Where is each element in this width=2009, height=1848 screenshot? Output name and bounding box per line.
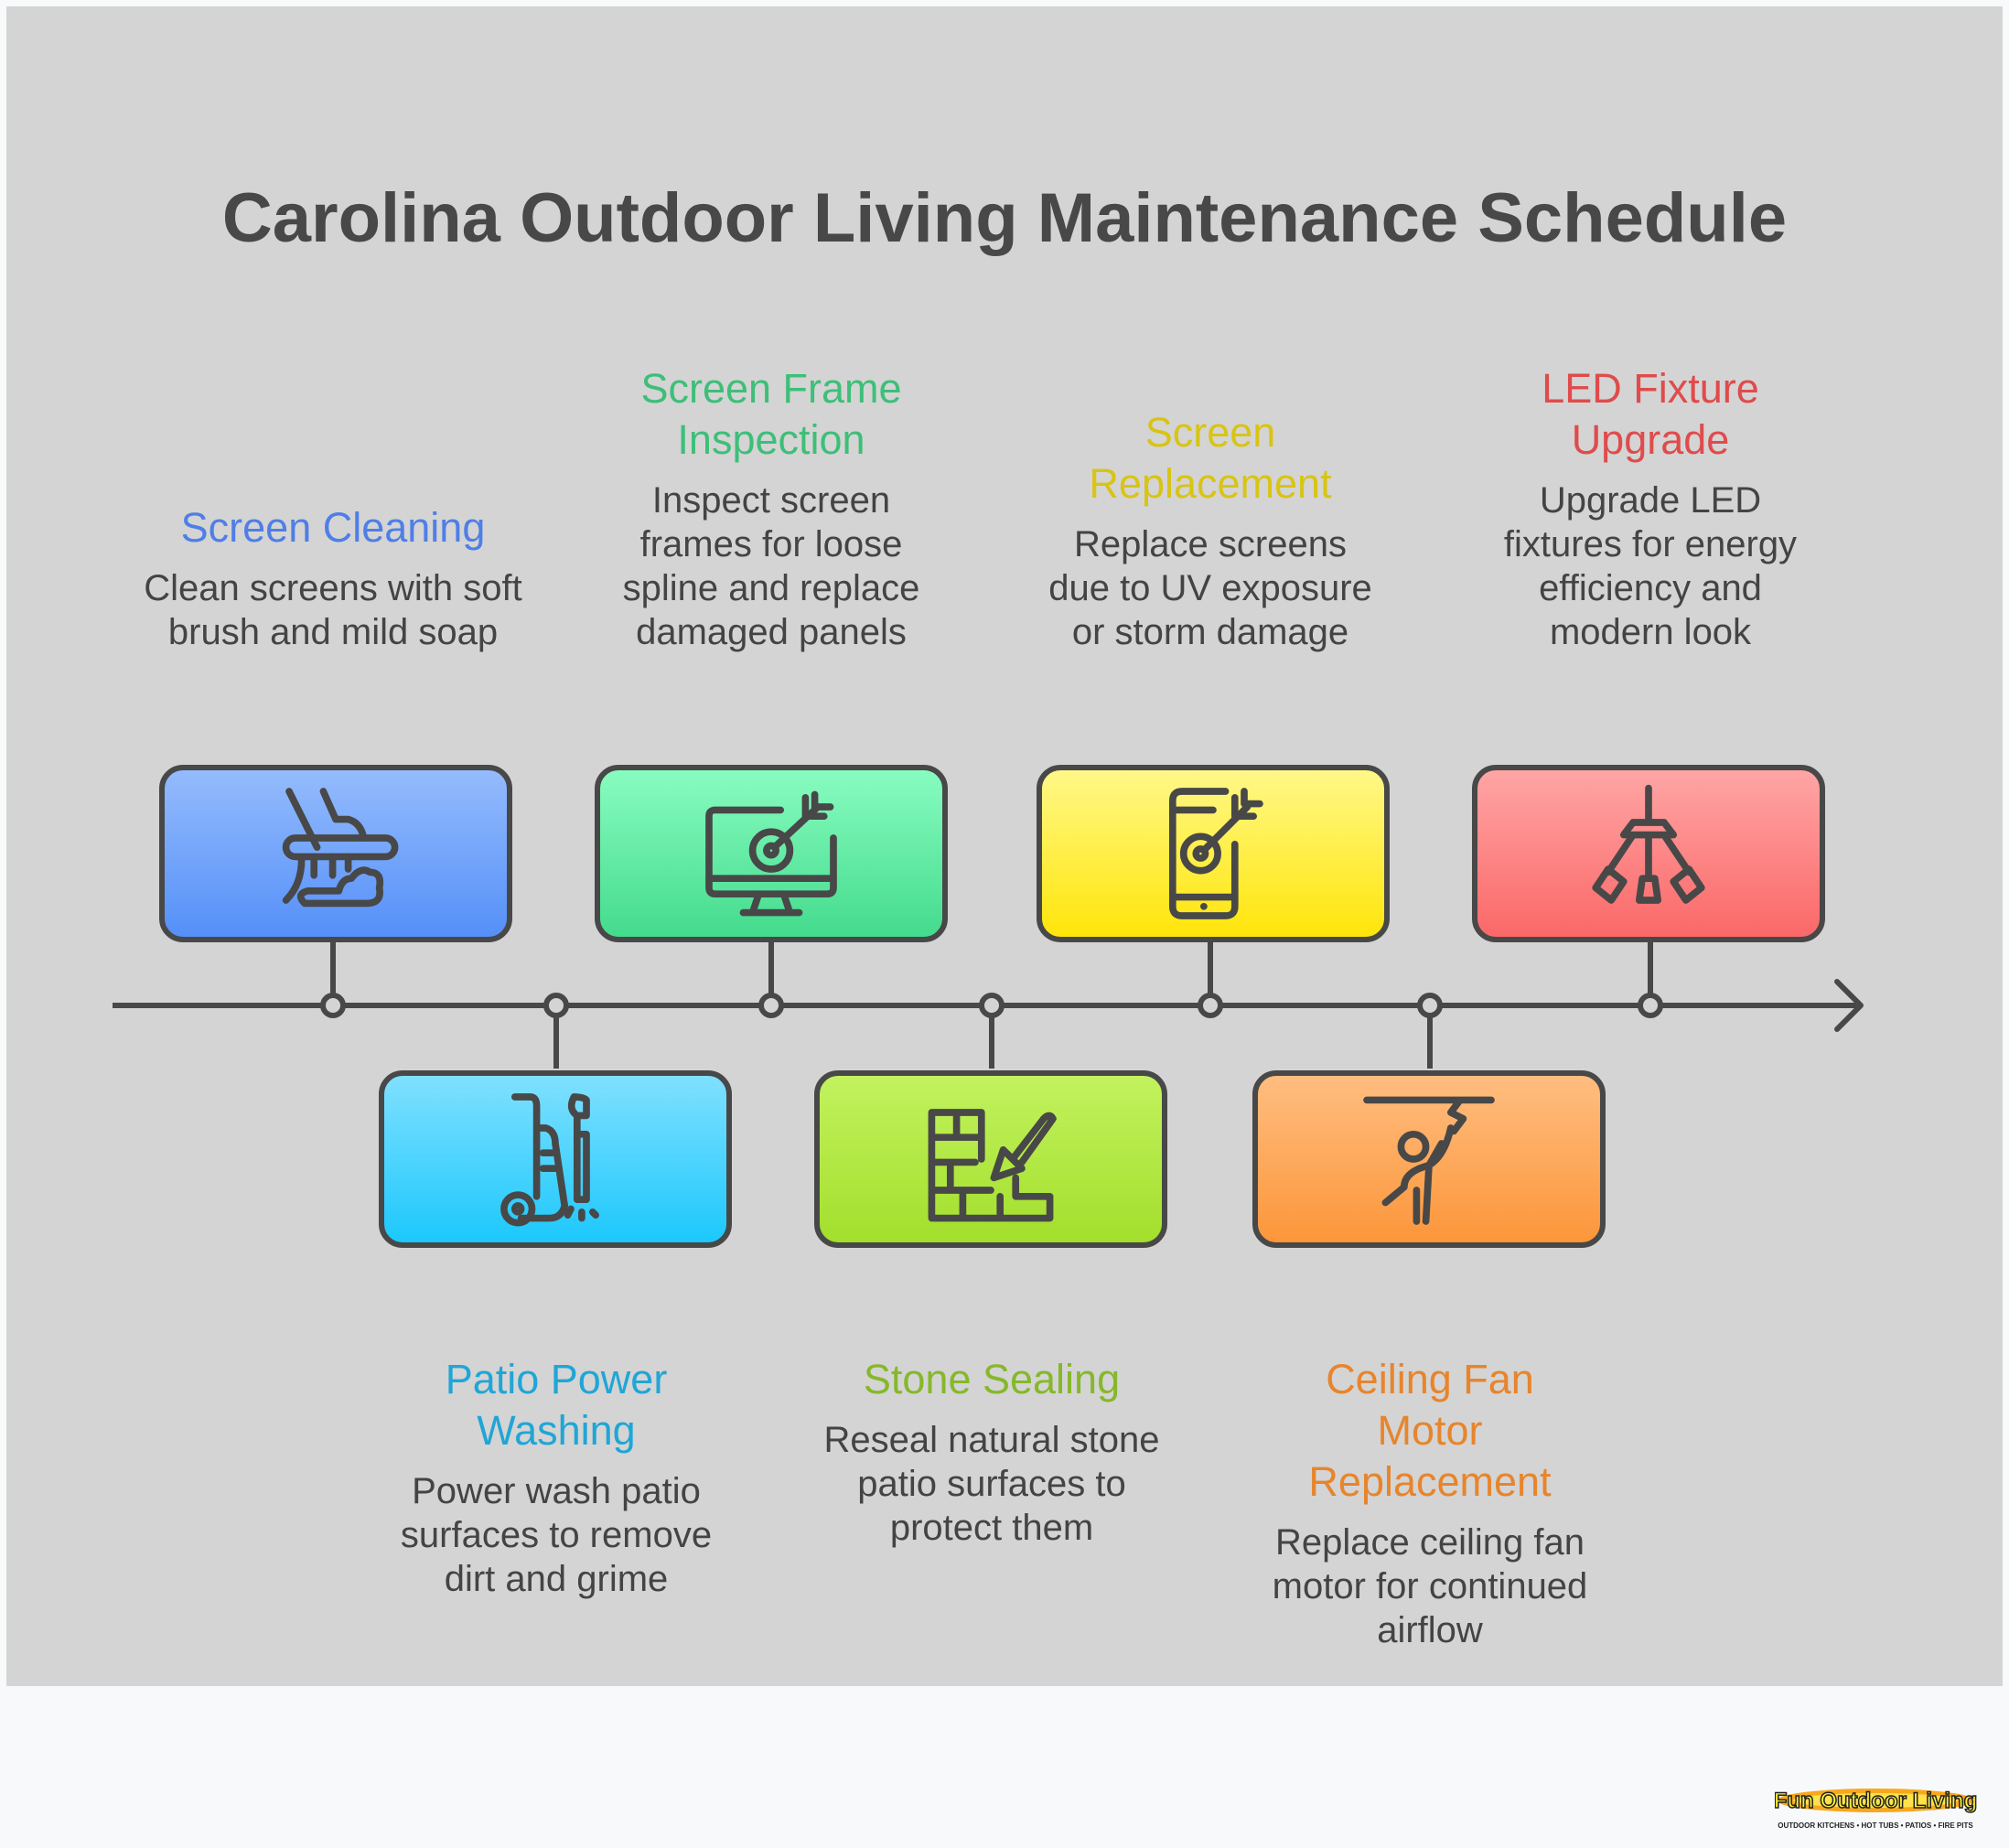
step-title: Stone Sealing bbox=[863, 1356, 1121, 1402]
step-box-stone-sealing bbox=[814, 1070, 1167, 1248]
step-description: Replace ceiling fan motor for continued … bbox=[1272, 1522, 1588, 1650]
person-repair-icon bbox=[1363, 1096, 1495, 1225]
page-title: Carolina Outdoor Living Maintenance Sche… bbox=[221, 179, 1788, 257]
step-description: Power wash patio surfaces to remove dirt… bbox=[400, 1471, 713, 1599]
step-title: LED Fixture Upgrade bbox=[1542, 365, 1759, 463]
step-description: Inspect screen frames for loose spline a… bbox=[622, 480, 920, 652]
step-box-screen-cleaning bbox=[159, 765, 512, 942]
step-description: Clean screens with soft brush and mild s… bbox=[144, 568, 522, 652]
step-box-patio-power-washing bbox=[379, 1070, 732, 1248]
step-title: Screen Frame Inspection bbox=[640, 365, 902, 463]
phone-target-icon bbox=[1168, 788, 1263, 919]
step-title: Screen Cleaning bbox=[180, 504, 486, 551]
timeline-node bbox=[979, 993, 1004, 1018]
step-text-screen-replacement: Screen Replacement Replace screens due t… bbox=[1018, 407, 1402, 654]
timeline-node bbox=[758, 993, 784, 1018]
step-description: Replace screens due to UV exposure or st… bbox=[1048, 524, 1372, 652]
monitor-target-icon bbox=[705, 790, 837, 917]
step-text-stone-sealing: Stone Sealing Reseal natural stone patio… bbox=[800, 1354, 1184, 1550]
timeline-node bbox=[320, 993, 346, 1018]
step-text-ceiling-fan: Ceiling Fan Motor Replacement Replace ce… bbox=[1238, 1354, 1622, 1652]
pressure-washer-icon bbox=[500, 1093, 600, 1227]
timeline-node bbox=[1198, 993, 1223, 1018]
step-text-screen-frame-inspection: Screen Frame Inspection Inspect screen f… bbox=[579, 363, 963, 654]
step-title: Patio Power Washing bbox=[445, 1356, 668, 1454]
step-text-led-fixture: LED Fixture Upgrade Upgrade LED fixtures… bbox=[1458, 363, 1842, 654]
timeline-arrow-icon bbox=[1834, 979, 1864, 1032]
step-description: Reseal natural stone patio surfaces to p… bbox=[823, 1420, 1160, 1548]
svg-text:Fun Outdoor Living: Fun Outdoor Living bbox=[1775, 1789, 1977, 1813]
fun-outdoor-living-logo: Fun Outdoor Living OUTDOOR KITCHENS • HO… bbox=[1775, 1788, 1978, 1830]
brick-trowel-icon bbox=[928, 1109, 1057, 1222]
step-description: Upgrade LED fixtures for energy efficien… bbox=[1503, 480, 1798, 652]
timeline-node bbox=[1417, 993, 1443, 1018]
cleaning-brush-icon bbox=[282, 788, 399, 908]
step-text-patio-power-washing: Patio Power Washing Power wash patio sur… bbox=[364, 1354, 748, 1601]
step-box-screen-frame-inspection bbox=[595, 765, 948, 942]
step-box-screen-replacement bbox=[1037, 765, 1390, 942]
chandelier-icon bbox=[1592, 784, 1705, 904]
step-text-screen-cleaning: Screen Cleaning Clean screens with soft … bbox=[141, 502, 525, 654]
step-box-led-fixture bbox=[1472, 765, 1825, 942]
timeline-node bbox=[543, 993, 569, 1018]
step-title: Screen Replacement bbox=[1089, 409, 1332, 507]
svg-text:OUTDOOR KITCHENS • HOT TUBS •: OUTDOOR KITCHENS • HOT TUBS • PATIOS • F… bbox=[1778, 1821, 1973, 1830]
step-title: Ceiling Fan Motor Replacement bbox=[1308, 1356, 1552, 1505]
step-box-ceiling-fan bbox=[1252, 1070, 1606, 1248]
timeline-node bbox=[1638, 993, 1663, 1018]
